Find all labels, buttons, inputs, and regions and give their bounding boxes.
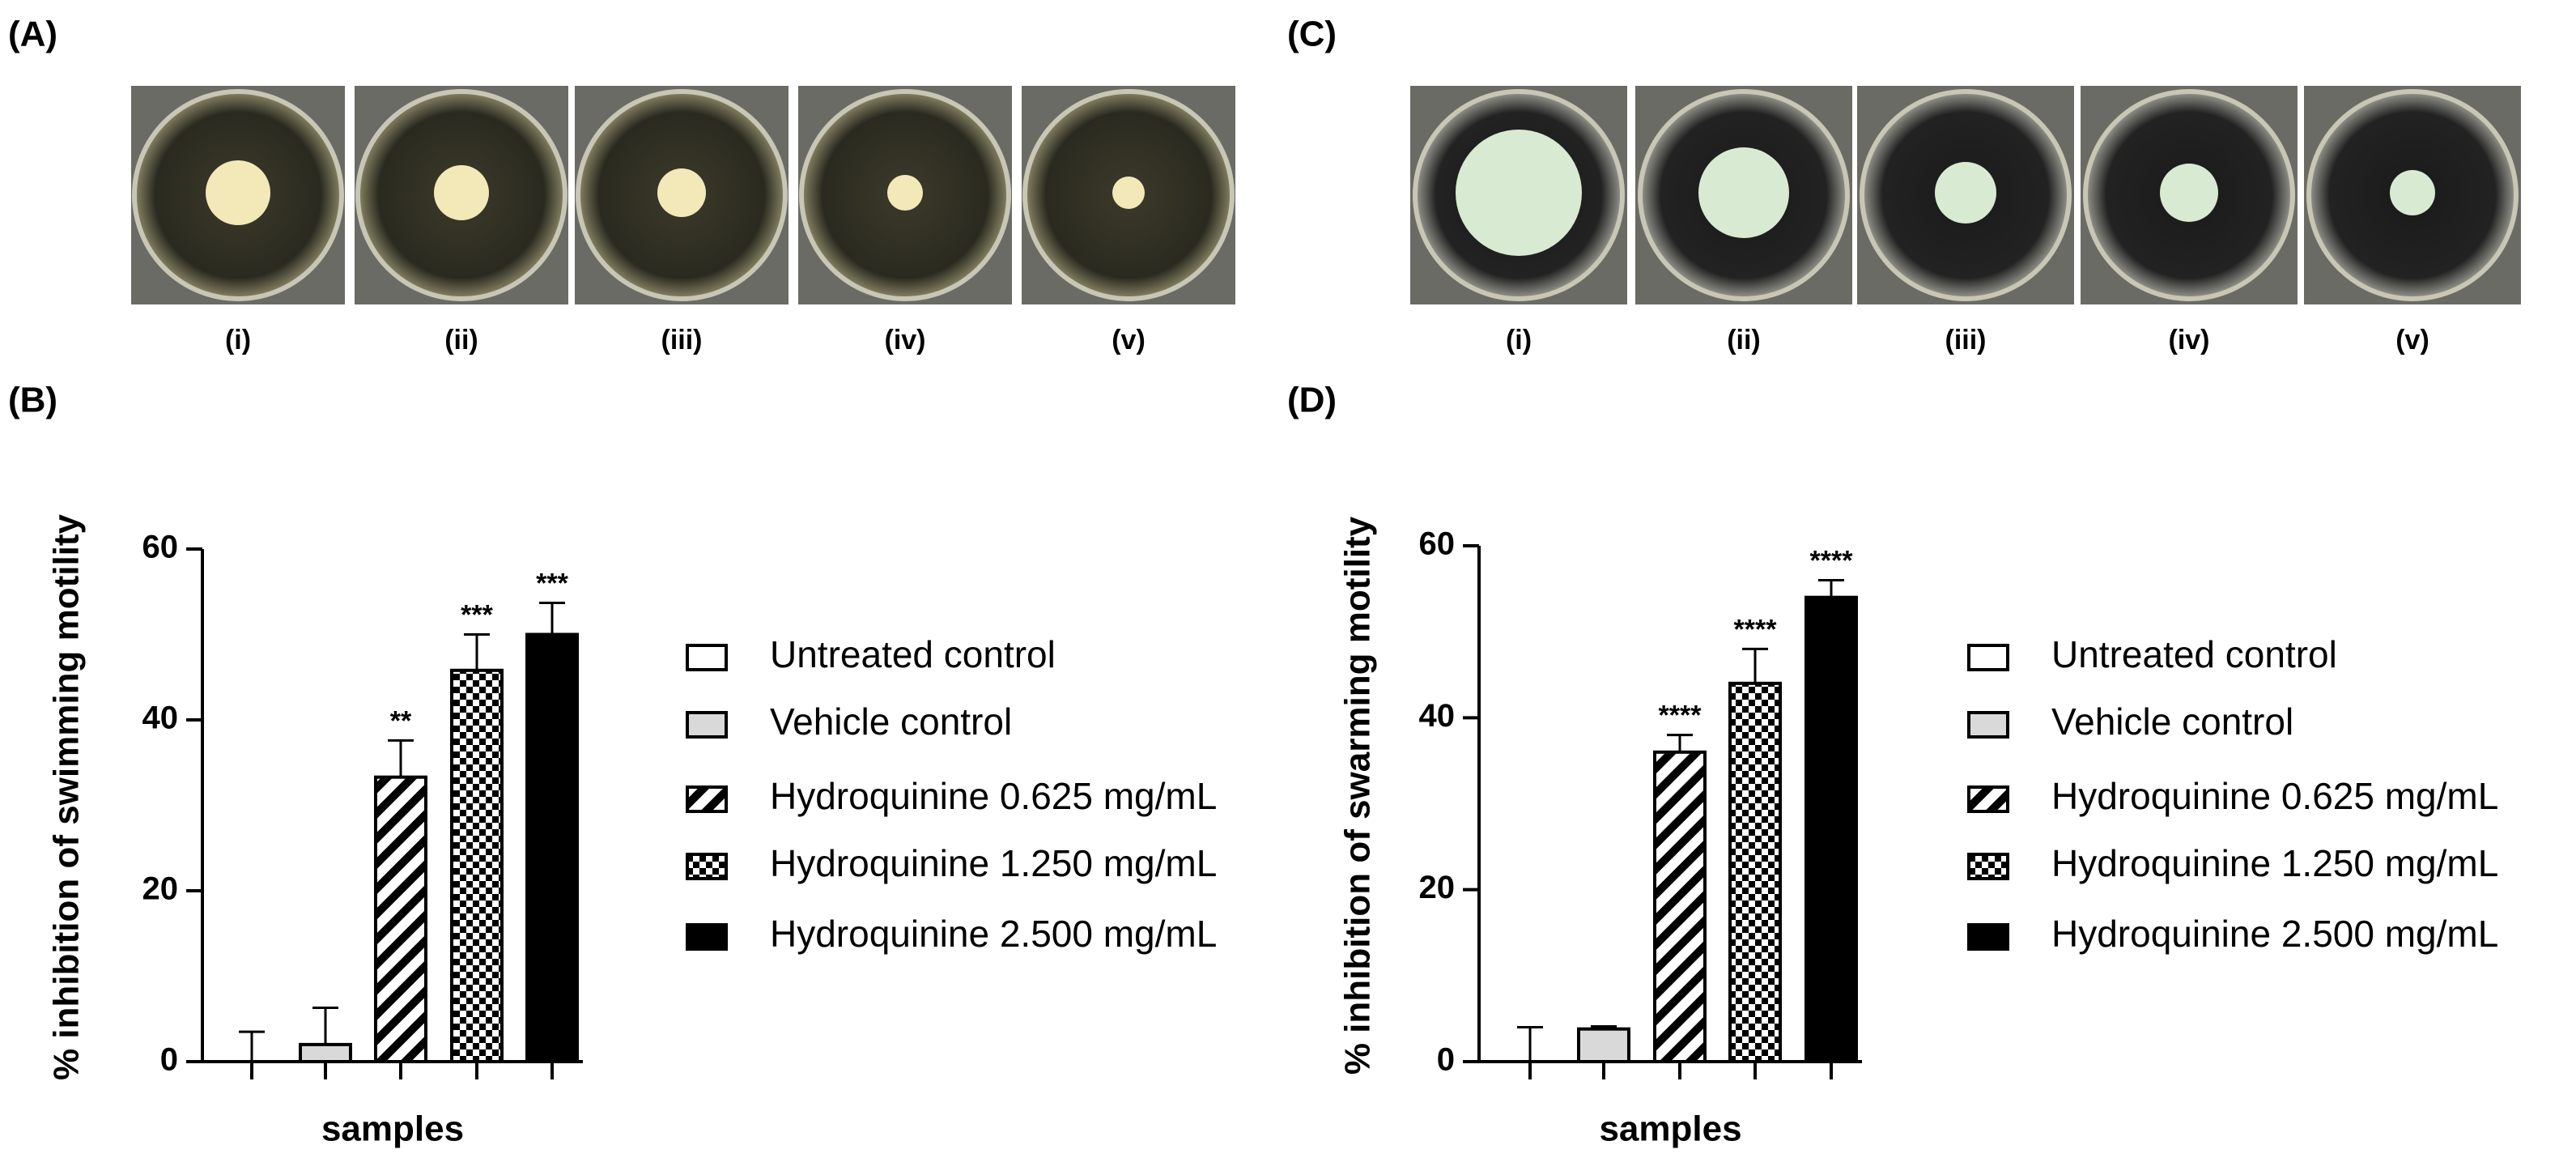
y-tick-label: 40 [142,700,179,736]
error-bar [1742,647,1768,683]
photo-caption: (v) [1112,325,1146,355]
legend-swatch [686,644,728,671]
error-bar [1818,578,1844,598]
colony [2390,170,2435,215]
legend-swatch [1967,853,2009,880]
photo-caption: (iv) [885,325,926,355]
legend-label: Untreated control [770,633,1056,675]
colony [206,160,270,225]
colony [2160,164,2218,222]
legend-swatch [1967,644,2009,671]
bar [1577,1027,1630,1063]
photo-caption: (ii) [1727,325,1761,355]
colony [1112,177,1145,209]
legend-label: Hydroquinine 2.500 mg/mL [2051,913,2498,955]
legend-label: Hydroquinine 0.625 mg/mL [770,775,1217,817]
error-bar [312,1007,338,1045]
y-tick-label: 20 [142,871,179,907]
significance: *** [461,599,493,630]
error-bar [1591,1024,1617,1029]
legend-label: Hydroquinine 2.500 mg/mL [770,913,1217,955]
bar [1804,595,1858,1063]
legend-label: Vehicle control [770,700,1012,743]
x-axis-label: samples [321,1109,464,1149]
y-axis-label: % inhibition of swimming motility [47,513,87,1080]
colony [887,175,923,211]
error-bar [388,739,414,777]
colony [1698,147,1789,238]
significance: **** [1659,700,1702,731]
bar [525,632,579,1063]
error-bar [1667,734,1693,752]
y-tick-label: 60 [142,530,179,565]
photo-caption: (i) [225,325,251,355]
bar [299,1042,352,1064]
significance: **** [1810,545,1854,576]
legend-swatch [686,853,728,880]
legend-label: Hydroquinine 0.625 mg/mL [2051,775,2498,817]
photo-caption: (i) [1506,325,1532,355]
error-bar [1517,1026,1543,1062]
photo-caption: (ii) [444,325,478,355]
panel-label: (C) [1287,15,1337,54]
legend-swatch [1967,785,2009,813]
error-bar [239,1030,265,1062]
y-axis-label: % inhibition of swarming motility [1338,516,1378,1075]
x-axis-label: samples [1599,1109,1741,1149]
colony [434,165,489,220]
error-bar [539,601,565,635]
bar [450,668,504,1063]
photo-caption: (v) [2395,325,2429,355]
legend-label: Untreated control [2051,633,2337,675]
legend-swatch [1967,923,2009,951]
legend-swatch [1967,711,2009,739]
y-tick-label: 0 [1437,1042,1455,1078]
y-tick-label: 40 [1419,698,1456,734]
panel-label: (A) [8,15,57,54]
significance: **** [1734,614,1778,645]
legend-swatch [686,711,728,739]
y-tick-label: 0 [160,1042,178,1078]
legend-swatch [686,785,728,813]
colony [1456,130,1582,256]
photo-caption: (iii) [1945,325,1987,355]
photo-caption: (iv) [2169,325,2210,355]
legend-label: Hydroquinine 1.250 mg/mL [770,842,1217,884]
legend-label: Vehicle control [2051,700,2293,743]
colony [657,168,706,217]
y-tick-label: 60 [1419,526,1456,562]
legend-label: Hydroquinine 1.250 mg/mL [2051,842,2498,884]
photo-caption: (iii) [661,325,703,355]
significance: ** [390,705,412,736]
legend-swatch [686,923,728,951]
panel-label: (D) [1287,381,1337,420]
error-bar [464,633,490,671]
bar [374,775,427,1063]
significance: *** [536,568,568,598]
bar [1653,750,1707,1063]
panel-label: (B) [8,381,57,420]
y-tick-label: 20 [1419,870,1456,905]
bar [1728,681,1782,1063]
colony [1935,162,1996,224]
